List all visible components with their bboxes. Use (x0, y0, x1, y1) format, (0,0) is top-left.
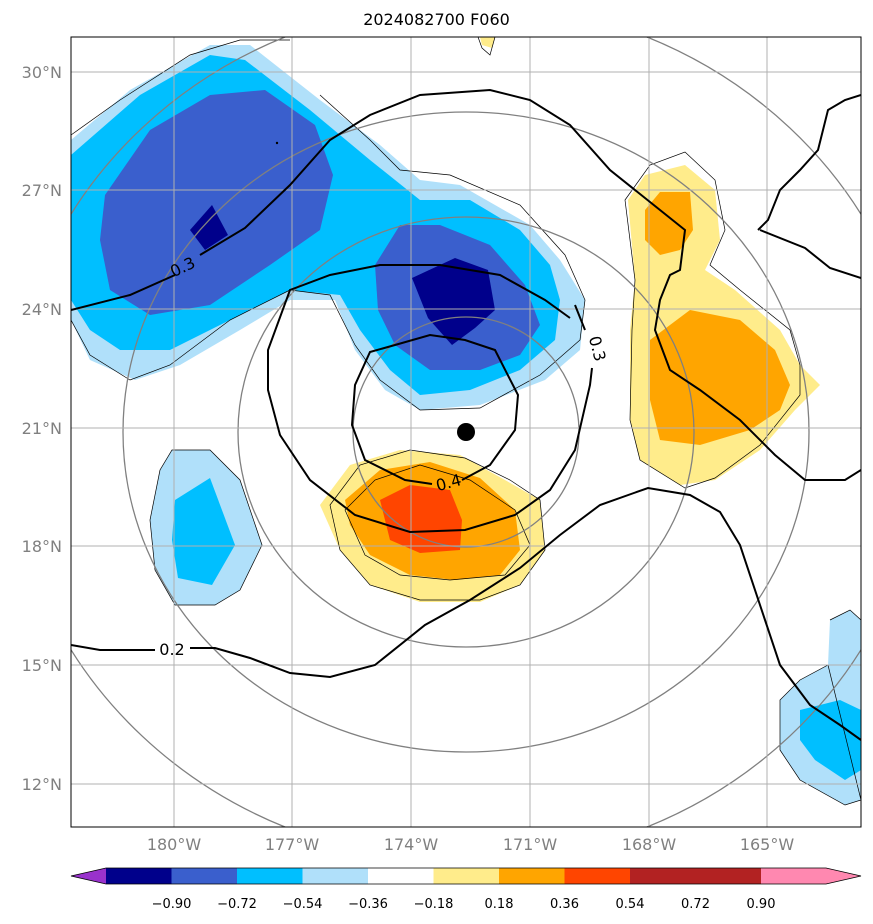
lat-label-21n: 21°N (22, 419, 62, 438)
positive-anomaly-s (320, 449, 546, 602)
positive-anomaly-top (480, 37, 495, 48)
lat-label-30n: 30°N (22, 63, 62, 82)
colorbar-tick: 0.36 (550, 897, 579, 912)
contour-labels: 0.3 0.3 0.4 0.2 (159, 253, 610, 659)
contour-label-4: 0.2 (159, 640, 184, 659)
map-frame (70, 36, 862, 828)
colorbar-tick: 0.54 (616, 897, 645, 912)
colorbar-tick: −0.36 (348, 897, 388, 912)
colorbar-tick: −0.90 (152, 897, 192, 912)
colorbar-tick: 0.90 (747, 897, 776, 912)
lat-label-15n: 15°N (22, 656, 62, 675)
lon-label-165w: 165°W (740, 835, 795, 854)
colorbar-segment (630, 868, 696, 884)
colorbar-tick: 0.72 (681, 897, 710, 912)
colorbar-segment (171, 868, 237, 884)
latitude-labels: 30°N 27°N 24°N 21°N 18°N 15°N 12°N (22, 63, 62, 794)
lon-label-171w: 171°W (503, 835, 558, 854)
colorbar-tick: 0.18 (485, 897, 514, 912)
colorbar-segment (695, 868, 761, 884)
colorbar-tick: −0.54 (283, 897, 323, 912)
colorbar: −0.90 −0.72 −0.54 −0.36 −0.18 0.18 0.36 … (70, 867, 862, 912)
colorbar-segment (106, 868, 172, 884)
colorbar-tick: −0.18 (414, 897, 454, 912)
lat-label-27n: 27°N (22, 181, 62, 200)
lat-label-24n: 24°N (22, 300, 62, 319)
colorbar-segment (368, 868, 434, 884)
negative-anomaly-se (779, 609, 861, 806)
positive-anomaly-e (624, 151, 820, 489)
lon-label-168w: 168°W (622, 835, 677, 854)
colorbar-segment (433, 868, 499, 884)
longitude-labels: 180°W 177°W 174°W 171°W 168°W 165°W (147, 835, 795, 854)
colorbar-segment (499, 868, 565, 884)
negative-anomaly-nw (71, 39, 586, 411)
map-plot-area: 0.3 0.3 0.4 0.2 (71, 37, 861, 827)
map-title: 2024082700 F060 (363, 10, 510, 29)
colorbar-segment (302, 868, 368, 884)
storm-center-marker (457, 423, 475, 441)
colorbar-segment (237, 868, 303, 884)
lon-label-174w: 174°W (384, 835, 439, 854)
colorbar-segment (564, 868, 630, 884)
lat-label-12n: 12°N (22, 775, 62, 794)
contour-lines (71, 88, 861, 741)
lon-label-177w: 177°W (265, 835, 320, 854)
colorbar-extend-left (71, 868, 106, 884)
lat-label-18n: 18°N (22, 537, 62, 556)
lon-label-180w: 180°W (147, 835, 202, 854)
graticule (71, 37, 861, 827)
colorbar-tick: −0.72 (217, 897, 257, 912)
colorbar-extend-right (761, 868, 861, 884)
negative-anomaly-sw (149, 449, 263, 606)
